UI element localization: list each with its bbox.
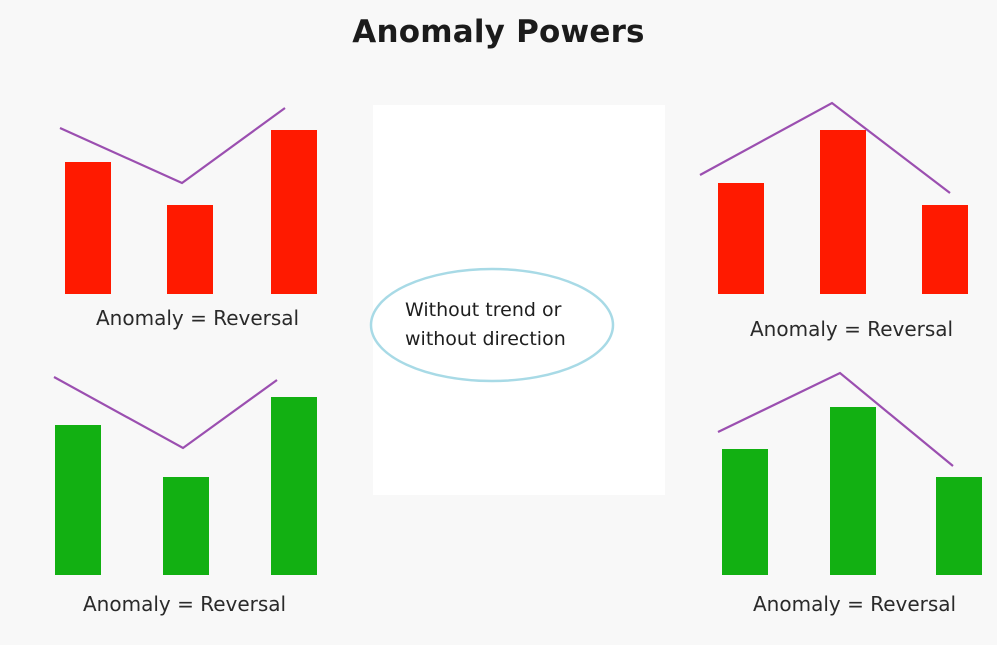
center-note: Without trend or without direction (372, 268, 614, 382)
bar-1 (65, 162, 111, 294)
bar-3 (922, 205, 968, 294)
bar-2 (163, 477, 209, 575)
center-note-line-2: without direction (405, 328, 566, 350)
panel-top-right (718, 130, 968, 294)
caption-bottom-right: Anomaly = Reversal (753, 592, 957, 616)
caption-top-left: Anomaly = Reversal (96, 306, 300, 330)
bar-1 (722, 449, 768, 575)
panel-top-left (65, 130, 319, 294)
center-note-line-1: Without trend or (405, 299, 562, 321)
page-title: Anomaly Powers (352, 14, 645, 50)
bar-2 (830, 407, 876, 575)
bar-3 (271, 397, 317, 575)
panel-bottom-right (722, 407, 982, 575)
bar-2 (820, 130, 866, 294)
bar-2 (167, 205, 213, 294)
caption-top-right: Anomaly = Reversal (750, 317, 954, 341)
caption-bottom-left: Anomaly = Reversal (83, 592, 287, 616)
bar-1 (55, 425, 101, 575)
panel-bottom-left (55, 397, 317, 575)
bar-3 (936, 477, 982, 575)
bar-3 (271, 130, 317, 294)
bar-1 (718, 183, 764, 294)
